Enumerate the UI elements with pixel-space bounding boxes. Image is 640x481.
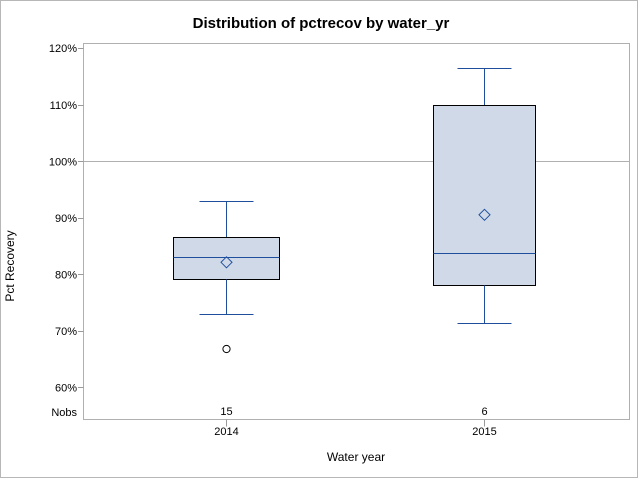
svg-text:6: 6 [481,406,487,418]
svg-text:2015: 2015 [472,426,496,438]
svg-text:Nobs: Nobs [51,407,77,419]
svg-text:2014: 2014 [214,426,238,438]
svg-text:120%: 120% [49,43,77,55]
svg-text:80%: 80% [55,270,77,282]
svg-text:60%: 60% [55,383,77,395]
svg-text:Water year: Water year [327,450,385,464]
svg-text:100%: 100% [49,157,77,169]
svg-text:Pct Recovery: Pct Recovery [3,230,17,301]
svg-text:90%: 90% [55,213,77,225]
svg-text:110%: 110% [50,100,78,112]
svg-text:70%: 70% [55,326,77,338]
svg-text:15: 15 [220,406,232,418]
